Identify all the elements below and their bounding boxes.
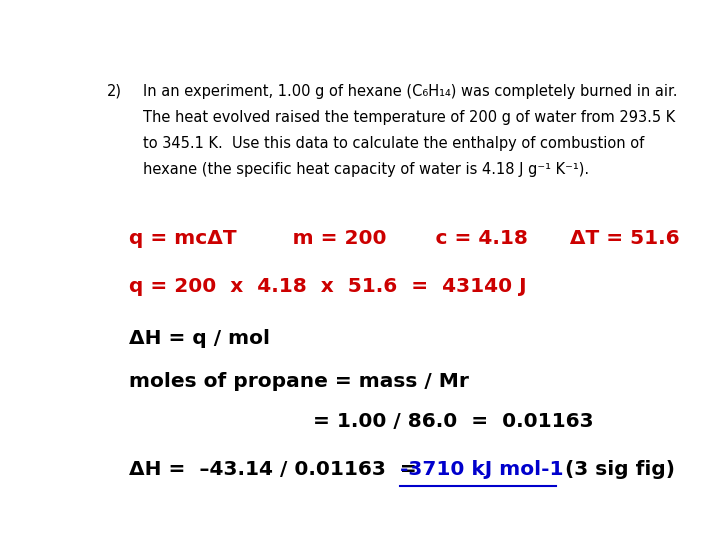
Text: moles of propane = mass / Mr: moles of propane = mass / Mr xyxy=(129,373,469,392)
Text: (3 sig fig): (3 sig fig) xyxy=(557,460,675,479)
Text: ΔH =  –43.14 / 0.01163  =: ΔH = –43.14 / 0.01163 = xyxy=(129,460,431,479)
Text: q = 200  x  4.18  x  51.6  =  43140 J: q = 200 x 4.18 x 51.6 = 43140 J xyxy=(129,277,527,296)
Text: -3710 kJ mol-1: -3710 kJ mol-1 xyxy=(400,460,563,479)
Text: hexane (the specific heat capacity of water is 4.18 J g⁻¹ K⁻¹).: hexane (the specific heat capacity of wa… xyxy=(143,162,589,177)
Text: 2): 2) xyxy=(107,84,122,98)
Text: In an experiment, 1.00 g of hexane (C₆H₁₄) was completely burned in air.: In an experiment, 1.00 g of hexane (C₆H₁… xyxy=(143,84,678,98)
Text: = 1.00 / 86.0  =  0.01163: = 1.00 / 86.0 = 0.01163 xyxy=(313,412,594,431)
Text: q = mcΔT        m = 200       c = 4.18      ΔT = 51.6: q = mcΔT m = 200 c = 4.18 ΔT = 51.6 xyxy=(129,229,680,248)
Text: The heat evolved raised the temperature of 200 g of water from 293.5 K: The heat evolved raised the temperature … xyxy=(143,110,675,125)
Text: ΔH = q / mol: ΔH = q / mol xyxy=(129,329,270,348)
Text: to 345.1 K.  Use this data to calculate the enthalpy of combustion of: to 345.1 K. Use this data to calculate t… xyxy=(143,136,644,151)
